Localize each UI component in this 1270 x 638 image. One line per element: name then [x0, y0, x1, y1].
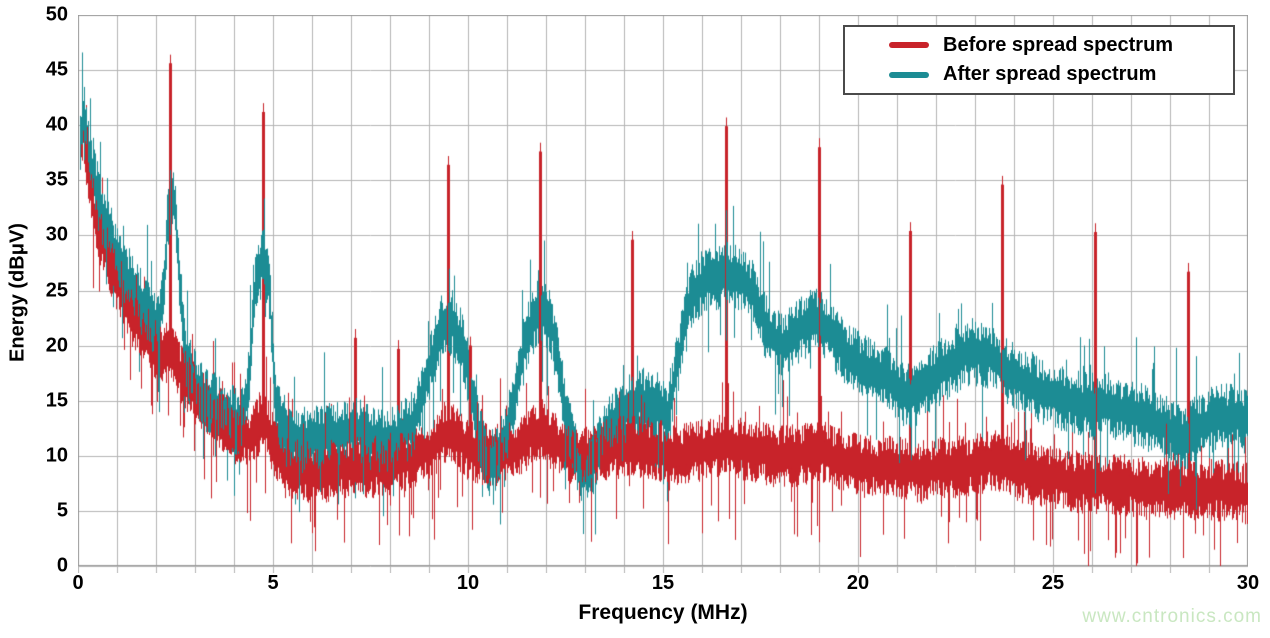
- legend-item-after-spread-spectrum: After spread spectrum: [845, 63, 1233, 86]
- y-tick-label: 25: [45, 279, 68, 301]
- legend-label: After spread spectrum: [943, 63, 1157, 86]
- after-spread-spectrum-line-swatch: [889, 71, 929, 78]
- y-tick-label: 50: [45, 3, 68, 26]
- x-axis-title: Frequency (MHz): [578, 601, 748, 624]
- y-tick-label: 15: [45, 389, 68, 412]
- y-tick-label: 0: [56, 554, 68, 577]
- x-tick-label: 25: [1041, 572, 1065, 594]
- y-tick-label: 5: [56, 499, 68, 522]
- legend-item-before-spread-spectrum: Before spread spectrum: [845, 34, 1233, 57]
- y-tick-label: 45: [45, 58, 68, 81]
- x-tick-label: 20: [846, 572, 870, 594]
- spectrum-plot-canvas: [78, 15, 1248, 573]
- legend-label: Before spread spectrum: [943, 33, 1174, 56]
- watermark-text: www.cntronics.com: [1082, 606, 1262, 627]
- y-tick-label: 10: [45, 444, 68, 467]
- x-tick-label: 10: [456, 572, 480, 594]
- x-tick-label: 5: [267, 572, 279, 594]
- y-tick-label: 20: [45, 334, 68, 357]
- x-tick-label: 0: [72, 572, 84, 594]
- y-tick-label: 30: [45, 223, 68, 246]
- before-spread-spectrum-line-swatch: [889, 42, 929, 49]
- x-tick-label: 30: [1236, 572, 1260, 594]
- x-tick-label: 15: [651, 572, 675, 594]
- y-tick-label: 35: [45, 168, 68, 191]
- y-axis-title: Energy (dBμV): [6, 223, 29, 362]
- y-tick-label: 40: [45, 113, 68, 136]
- legend-box: Before spread spectrum After spread spec…: [843, 25, 1235, 95]
